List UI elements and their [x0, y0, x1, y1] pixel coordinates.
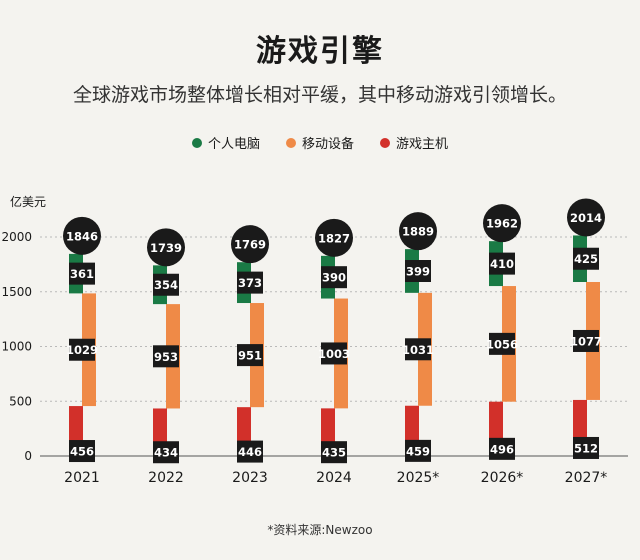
data-label-console: 456	[70, 445, 94, 459]
y-tick-label: 2000	[1, 230, 32, 244]
total-bubble	[483, 204, 521, 243]
data-label-mobile-box	[321, 342, 347, 365]
data-label-pc-box	[405, 259, 431, 282]
chart-title: 游戏引擎	[256, 34, 384, 69]
total-bubble	[147, 228, 185, 267]
legend-swatch-mobile	[285, 137, 296, 148]
legend-item-pc: 个人电脑	[191, 133, 260, 152]
data-label-pc: 425	[574, 252, 598, 266]
x-tick-label: 2021	[64, 470, 100, 486]
total-label: 1827	[318, 231, 350, 245]
data-label-pc: 390	[322, 271, 346, 285]
legend-label-mobile: 移动设备	[301, 137, 354, 152]
legend: 个人电脑 移动设备 游戏主机	[0, 133, 640, 152]
data-label-mobile-box	[153, 345, 179, 368]
x-tick-label: 2022	[148, 470, 184, 486]
data-label-pc-box	[489, 252, 515, 275]
data-label-pc: 399	[406, 264, 430, 278]
data-label-console-box	[405, 439, 431, 462]
data-label-mobile: 1056	[486, 337, 518, 351]
data-label-pc: 410	[490, 257, 514, 271]
y-axis-unit-label: 亿美元	[10, 194, 46, 209]
data-label-pc-box	[573, 247, 599, 270]
y-tick-label: 1000	[1, 340, 32, 354]
data-label-console-box	[153, 441, 179, 464]
data-label-pc: 361	[70, 267, 94, 281]
data-label-mobile: 1003	[318, 347, 350, 361]
data-label-mobile: 1077	[570, 334, 602, 348]
data-label-mobile-box	[405, 338, 431, 361]
legend-item-mobile: 移动设备	[285, 133, 354, 152]
total-bubble	[315, 218, 353, 257]
data-label-console-box	[573, 436, 599, 459]
data-label-console: 434	[154, 446, 178, 460]
legend-swatch-console	[380, 137, 390, 148]
data-label-mobile: 1031	[402, 343, 434, 357]
total-label: 1846	[66, 229, 98, 243]
total-label: 2014	[570, 211, 602, 225]
total-label: 1962	[486, 217, 518, 231]
data-label-console: 459	[406, 444, 430, 458]
total-bubble	[63, 216, 101, 255]
total-bubble	[567, 198, 605, 237]
total-label: 1769	[234, 238, 266, 252]
legend-label-console: 游戏主机	[396, 137, 449, 152]
x-tick-label: 2026*	[481, 470, 524, 486]
data-label-mobile-box	[69, 338, 95, 361]
total-bubble	[231, 225, 269, 264]
data-label-mobile-box	[237, 344, 263, 367]
data-label-console-box	[321, 441, 347, 464]
x-tick-label: 2025*	[397, 470, 440, 486]
data-label-console-box	[489, 437, 515, 460]
data-label-pc-box	[321, 266, 347, 289]
legend-item-console: 游戏主机	[380, 133, 448, 152]
data-label-mobile-box	[489, 332, 515, 355]
legend-label-pc: 个人电脑	[207, 137, 260, 152]
data-label-mobile: 1029	[66, 343, 98, 357]
x-tick-label: 2023	[232, 470, 268, 486]
x-tick-label: 2024	[316, 470, 352, 486]
source-note: *资料来源:Newzoo	[267, 523, 373, 537]
y-tick-label: 1500	[1, 285, 32, 299]
data-label-console: 435	[322, 446, 346, 460]
data-label-mobile: 953	[154, 350, 178, 364]
x-tick-label: 2027*	[565, 470, 608, 486]
y-tick-label: 0	[24, 449, 32, 463]
chart-subtitle: 全球游戏市场整体增长相对平缓，其中移动游戏引领增长。	[72, 84, 567, 106]
total-label: 1889	[402, 225, 434, 239]
y-tick-label: 500	[9, 394, 32, 408]
data-label-pc: 354	[154, 278, 178, 292]
data-label-console: 446	[238, 445, 262, 459]
total-bubble	[399, 212, 437, 251]
data-label-console: 512	[574, 441, 598, 455]
data-label-mobile-box	[573, 329, 599, 352]
data-label-console-box	[69, 440, 95, 463]
data-label-pc-box	[153, 273, 179, 296]
data-label-pc-box	[237, 271, 263, 294]
data-label-console-box	[237, 440, 263, 463]
data-label-mobile: 951	[238, 349, 262, 363]
data-label-pc-box	[69, 262, 95, 285]
legend-swatch-pc	[191, 137, 202, 148]
data-label-console: 496	[490, 442, 514, 456]
data-label-pc: 373	[238, 276, 262, 290]
total-label: 1739	[150, 241, 182, 255]
